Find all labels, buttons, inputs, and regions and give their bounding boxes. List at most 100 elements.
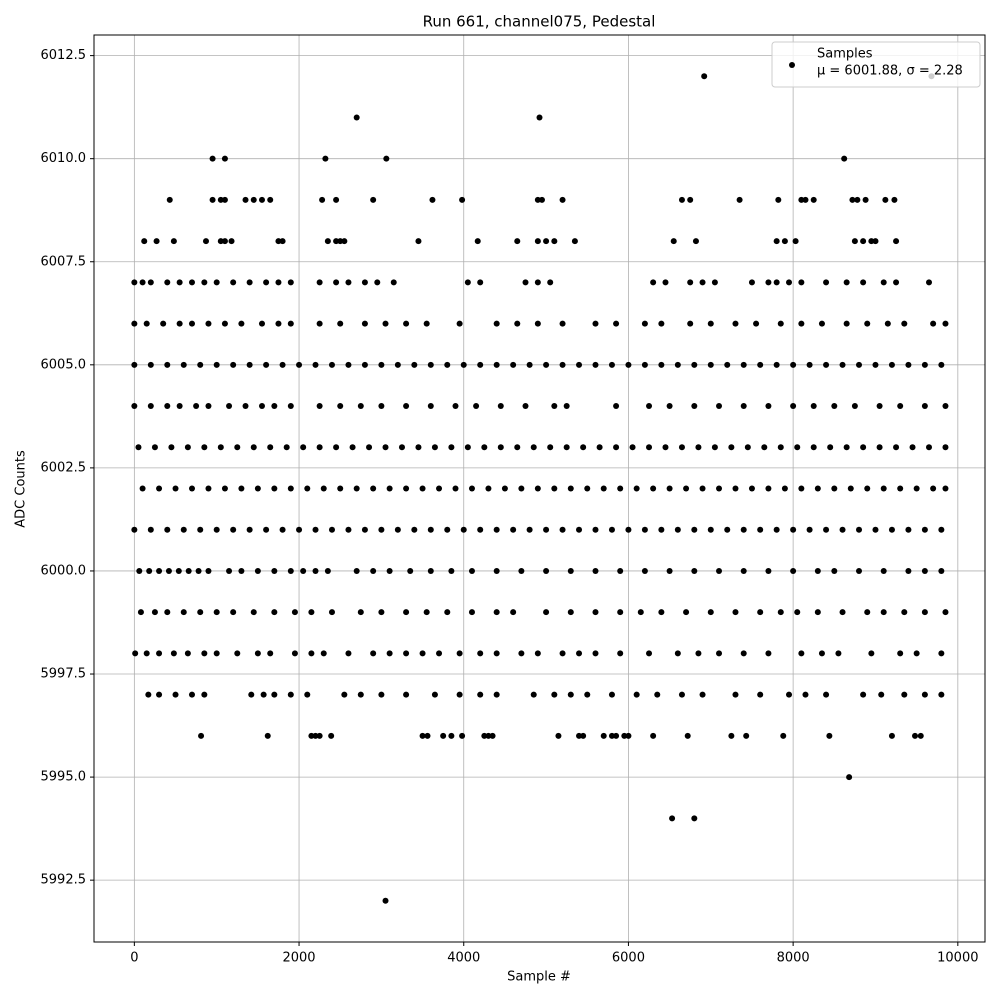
grid (94, 35, 985, 942)
data-point (633, 691, 640, 698)
data-point (761, 444, 768, 451)
data-point (287, 403, 294, 410)
data-point (477, 526, 484, 533)
data-point (316, 320, 323, 327)
data-point (423, 609, 430, 616)
data-point (608, 526, 615, 533)
data-point (814, 609, 821, 616)
data-point (856, 567, 863, 574)
data-point (151, 444, 158, 451)
data-point (897, 650, 904, 657)
data-point (826, 732, 833, 739)
data-point (345, 361, 352, 368)
data-point (518, 567, 525, 574)
data-point (775, 196, 782, 203)
data-point (156, 691, 163, 698)
data-point (353, 485, 360, 492)
data-point (827, 444, 834, 451)
data-point (131, 279, 138, 286)
legend-marker (789, 62, 795, 68)
data-point (534, 279, 541, 286)
data-point (888, 361, 895, 368)
data-point (164, 279, 171, 286)
data-point (168, 444, 175, 451)
data-point (205, 403, 212, 410)
data-point (493, 320, 500, 327)
data-point (345, 526, 352, 533)
data-point (790, 361, 797, 368)
data-point (547, 444, 554, 451)
data-point (238, 485, 245, 492)
data-point (431, 444, 438, 451)
data-point (790, 403, 797, 410)
y-tick-label: 5997.5 (41, 667, 87, 682)
data-point (921, 691, 928, 698)
data-point (538, 196, 545, 203)
data-point (543, 361, 550, 368)
data-point (238, 567, 245, 574)
data-point (790, 526, 797, 533)
data-point (353, 114, 360, 121)
data-point (625, 526, 632, 533)
data-point (567, 691, 574, 698)
data-point (576, 732, 583, 739)
data-point (258, 403, 265, 410)
data-point (872, 526, 879, 533)
data-point (300, 444, 307, 451)
data-point (633, 485, 640, 492)
data-point (398, 444, 405, 451)
data-point (765, 485, 772, 492)
data-point (905, 361, 912, 368)
data-point (267, 650, 274, 657)
data-point (938, 650, 945, 657)
data-point (530, 444, 537, 451)
y-tick-label: 6007.5 (41, 254, 87, 269)
data-point (917, 732, 924, 739)
data-point (536, 114, 543, 121)
data-point (938, 526, 945, 533)
data-point (419, 485, 426, 492)
data-point (188, 485, 195, 492)
data-point (493, 650, 500, 657)
data-point (170, 238, 177, 245)
data-point (436, 650, 443, 657)
data-point (424, 732, 431, 739)
data-point (592, 526, 599, 533)
data-point (460, 361, 467, 368)
data-point (576, 650, 583, 657)
data-point (580, 732, 587, 739)
data-point (160, 320, 167, 327)
data-point (135, 444, 142, 451)
data-point (337, 485, 344, 492)
data-point (185, 567, 192, 574)
data-point (258, 320, 265, 327)
data-point (901, 691, 908, 698)
data-point (250, 444, 257, 451)
y-tick-label: 6010.0 (41, 151, 87, 166)
data-point (711, 444, 718, 451)
data-point (275, 320, 282, 327)
data-point (221, 320, 228, 327)
data-point (188, 320, 195, 327)
data-point (882, 196, 889, 203)
data-point (913, 650, 920, 657)
data-point (209, 155, 216, 162)
data-point (765, 567, 772, 574)
data-point (267, 444, 274, 451)
data-point (403, 485, 410, 492)
data-point (650, 485, 657, 492)
data-point (316, 279, 323, 286)
data-point (263, 279, 270, 286)
data-point (386, 650, 393, 657)
data-point (757, 609, 764, 616)
data-point (637, 609, 644, 616)
data-point (658, 361, 665, 368)
data-point (493, 361, 500, 368)
data-point (431, 691, 438, 698)
data-point (382, 320, 389, 327)
data-point (847, 485, 854, 492)
data-point (740, 567, 747, 574)
data-point (814, 485, 821, 492)
data-point (744, 444, 751, 451)
data-point (551, 403, 558, 410)
